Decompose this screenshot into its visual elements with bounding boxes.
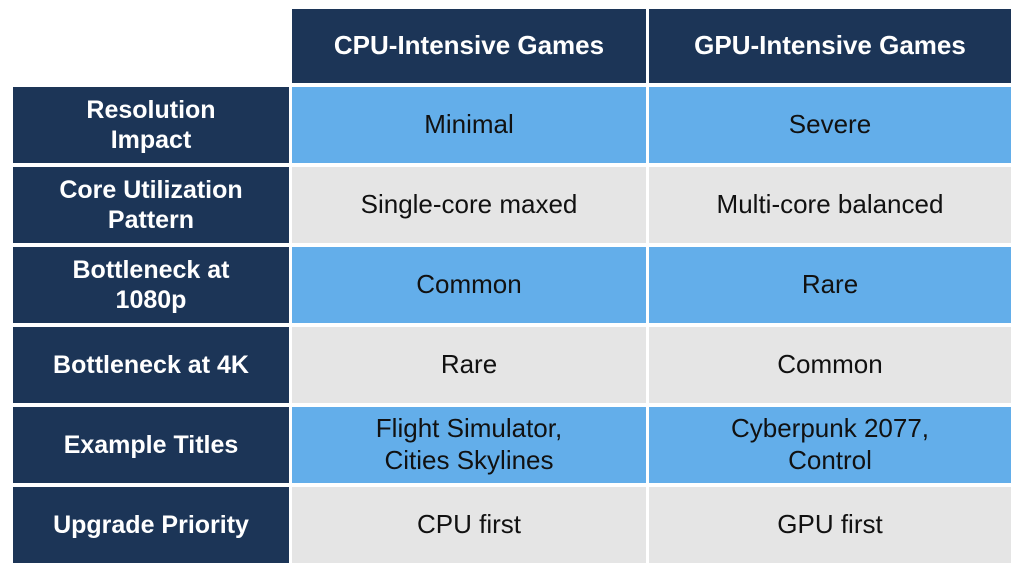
cell-example-titles-cpu: Flight Simulator, Cities Skylines bbox=[292, 407, 646, 483]
cell-example-titles-gpu: Cyberpunk 2077, Control bbox=[649, 407, 1011, 483]
comparison-table: CPU-Intensive Games GPU-Intensive Games … bbox=[13, 9, 1011, 565]
cell-bottleneck-1080p-cpu: Common bbox=[292, 247, 646, 323]
cell-resolution-impact-cpu: Minimal bbox=[292, 87, 646, 163]
row-header-bottleneck-4k: Bottleneck at 4K bbox=[13, 327, 289, 403]
row-header-resolution-impact: Resolution Impact bbox=[13, 87, 289, 163]
cell-bottleneck-4k-gpu: Common bbox=[649, 327, 1011, 403]
row-header-core-utilization-pattern: Core Utilization Pattern bbox=[13, 167, 289, 243]
row-header-example-titles: Example Titles bbox=[13, 407, 289, 483]
row-header-upgrade-priority: Upgrade Priority bbox=[13, 487, 289, 563]
cell-upgrade-priority-cpu: CPU first bbox=[292, 487, 646, 563]
table-corner bbox=[13, 9, 289, 83]
column-header-cpu: CPU-Intensive Games bbox=[292, 9, 646, 83]
cell-bottleneck-1080p-gpu: Rare bbox=[649, 247, 1011, 323]
cell-bottleneck-4k-cpu: Rare bbox=[292, 327, 646, 403]
cell-core-utilization-cpu: Single-core maxed bbox=[292, 167, 646, 243]
column-header-gpu: GPU-Intensive Games bbox=[649, 9, 1011, 83]
cell-resolution-impact-gpu: Severe bbox=[649, 87, 1011, 163]
row-header-bottleneck-1080p: Bottleneck at 1080p bbox=[13, 247, 289, 323]
cell-upgrade-priority-gpu: GPU first bbox=[649, 487, 1011, 563]
cell-core-utilization-gpu: Multi-core balanced bbox=[649, 167, 1011, 243]
